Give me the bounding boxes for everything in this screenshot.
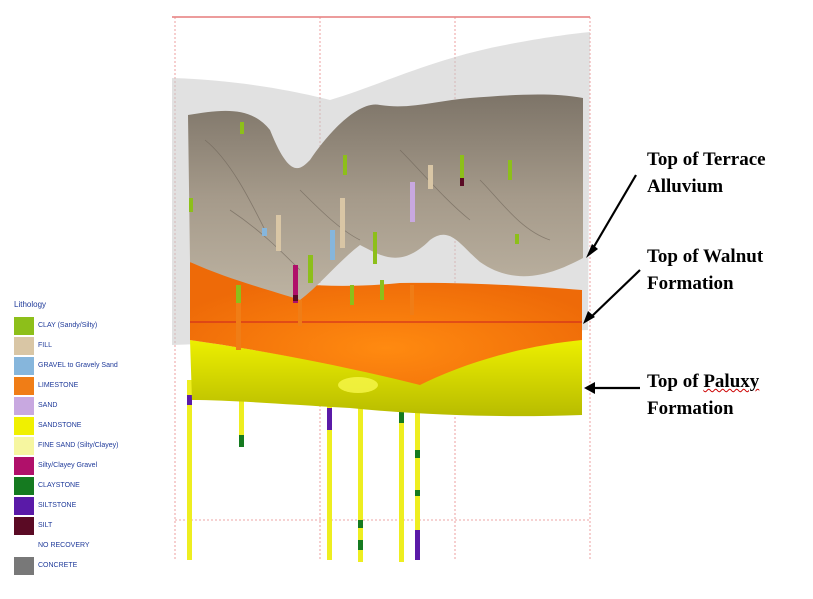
annotation-walnut-formation: Top of Walnut Formation [647,243,763,297]
legend-label: SAND [38,402,58,409]
annotation-text: Paluxy [703,371,760,392]
legend-item: Silty/Clayey Gravel [14,457,164,477]
legend-item: LIMESTONE [14,377,164,397]
legend-label: SANDSTONE [38,422,82,429]
legend-swatch [14,317,34,335]
legend-item: SILTSTONE [14,497,164,517]
model-frame [172,16,591,560]
legend-label: FINE SAND (Silty/Clayey) [38,442,119,449]
annotation-paluxy-formation: Top of Paluxy Formation [647,368,759,422]
annotation-line: Top of Paluxy [647,368,759,395]
legend-label: CLAY (Sandy/Silty) [38,322,98,329]
legend-swatch [14,377,34,395]
annotation-line: Formation [647,273,734,294]
borehole-columns [187,380,420,562]
legend-item: FILL [14,337,164,357]
annotation-text: Top of [647,371,704,392]
legend-item: CONCRETE [14,557,164,577]
legend-swatch [14,457,34,475]
legend-item: NO RECOVERY [14,537,164,557]
upper-boreholes [189,122,519,350]
legend-item: FINE SAND (Silty/Clayey) [14,437,164,457]
legend-label: CLAYSTONE [38,482,80,489]
legend-label: NO RECOVERY [38,542,90,549]
annotation-line: Formation [647,398,734,419]
legend-items: CLAY (Sandy/Silty) FILL GRAVEL to Gravely … [14,317,164,577]
annotation-line: Top of Terrace [647,149,766,170]
legend-swatch [14,497,34,515]
legend-label: CONCRETE [38,562,78,569]
legend-label: LIMESTONE [38,382,79,389]
legend-label: Silty/Clayey Gravel [38,462,98,469]
legend-label: SILT [38,522,53,529]
annotation-line: Alluvium [647,176,724,197]
legend-swatch [14,357,34,375]
legend-swatch [14,517,34,535]
legend-label: GRAVEL to Gravely Sand [38,362,118,369]
legend-label: FILL [38,342,53,349]
paluxy-formation-layer [190,338,582,417]
legend-swatch [14,397,34,415]
annotation-arrows [583,174,641,394]
legend-label: SILTSTONE [38,502,77,509]
legend-swatch [14,337,34,355]
legend-item: CLAYSTONE [14,477,164,497]
legend-item: CLAY (Sandy/Silty) [14,317,164,337]
legend-item: SAND [14,397,164,417]
legend-title: Lithology [14,300,47,309]
terrace-alluvium-surface [188,94,583,301]
lithology-legend: Lithology CLAY (Sandy/Silty) FILL GRAVEL t… [14,300,164,577]
annotation-line: Top of Walnut [647,246,764,267]
legend-item: SANDSTONE [14,417,164,437]
legend-swatch [14,437,34,455]
annotation-terrace-alluvium: Top of Terrace Alluvium [647,146,766,200]
legend-swatch [14,537,34,555]
legend-swatch [14,417,34,435]
legend-item: SILT [14,517,164,537]
legend-swatch [14,477,34,495]
legend-swatch [14,557,34,575]
legend-item: GRAVEL to Gravely Sand [14,357,164,377]
